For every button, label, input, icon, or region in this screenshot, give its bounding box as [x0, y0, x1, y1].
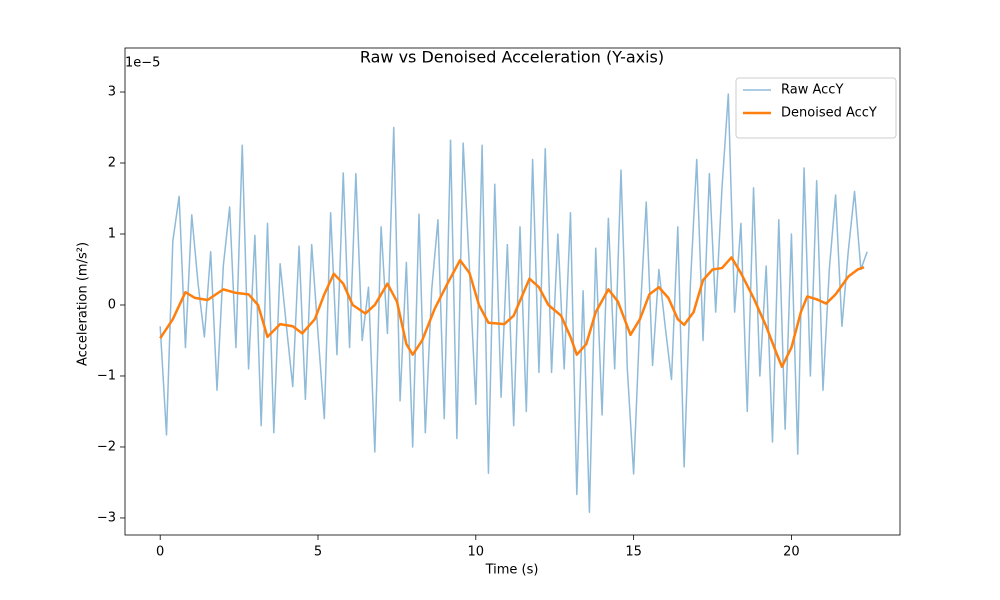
y-offset-label: 1e−5: [125, 56, 160, 71]
x-tick-label: 20: [783, 545, 800, 560]
axes-frame: [124, 47, 901, 536]
x-tick-label: 10: [468, 545, 485, 560]
x-tick-label: 15: [625, 545, 642, 560]
chart-title: Raw vs Denoised Acceleration (Y-axis): [360, 48, 664, 67]
x-tick-label: 0: [156, 545, 164, 560]
y-tick-label: 3: [108, 85, 116, 100]
y-axis-label: Acceleration (m/s²): [76, 242, 91, 366]
series-line: [159, 256, 865, 368]
legend-label: Raw AccY: [781, 83, 843, 98]
x-tick-label: 5: [314, 545, 322, 560]
y-tick-label: −1: [97, 368, 116, 383]
legend-label: Denoised AccY: [781, 106, 877, 121]
y-tick-label: 0: [108, 297, 116, 312]
x-axis-label: Time (s): [485, 563, 539, 578]
y-tick-label: −2: [97, 439, 116, 454]
y-tick-label: 2: [108, 156, 116, 171]
series-line: [159, 93, 868, 514]
y-tick-label: 1: [108, 226, 116, 241]
y-tick-label: −3: [97, 510, 116, 525]
legend-box: [735, 77, 897, 139]
